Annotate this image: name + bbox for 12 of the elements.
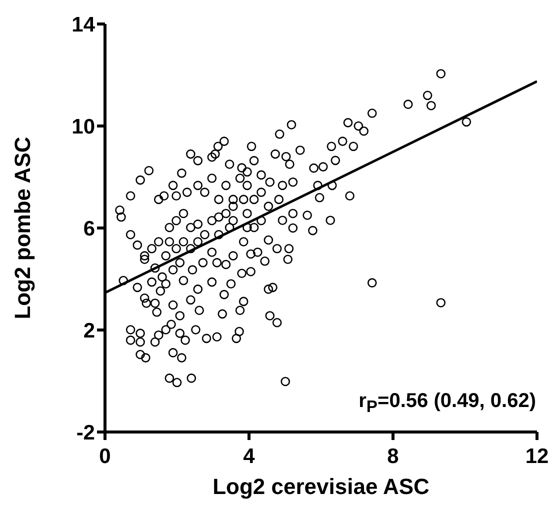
x-axis-title: Log2 cerevisiae ASC <box>212 474 430 499</box>
y-tick-label: -2 <box>76 421 95 444</box>
x-tick-label: 8 <box>387 444 400 468</box>
y-tick-label: 10 <box>72 115 95 138</box>
y-axis-title: Log2 pombe ASC <box>10 136 35 320</box>
y-tick-label: 2 <box>83 319 95 342</box>
y-tick-label: 14 <box>72 13 96 36</box>
annotation: r$_{P}$=0.56 (0.49, 0.62) <box>358 390 536 417</box>
x-tick-label: 0 <box>99 444 111 468</box>
x-tick-label: 12 <box>525 444 549 468</box>
y-tick-label: 6 <box>83 217 95 240</box>
x-tick-label: 4 <box>243 444 256 468</box>
